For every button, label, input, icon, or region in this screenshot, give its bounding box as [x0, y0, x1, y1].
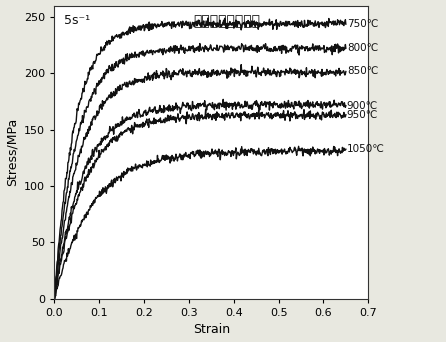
Text: 800℃: 800℃ [347, 43, 378, 53]
Text: 750℃: 750℃ [347, 19, 378, 29]
Y-axis label: Stress/MPa: Stress/MPa [5, 118, 19, 186]
Text: 5s⁻¹: 5s⁻¹ [64, 14, 90, 27]
Text: 1050℃: 1050℃ [347, 144, 384, 154]
Text: 950℃: 950℃ [347, 110, 378, 120]
X-axis label: Strain: Strain [193, 324, 230, 337]
Text: 850℃: 850℃ [347, 66, 378, 77]
Text: 高温应力应变曲线: 高温应力应变曲线 [194, 14, 260, 28]
Text: 900℃: 900℃ [347, 101, 378, 111]
